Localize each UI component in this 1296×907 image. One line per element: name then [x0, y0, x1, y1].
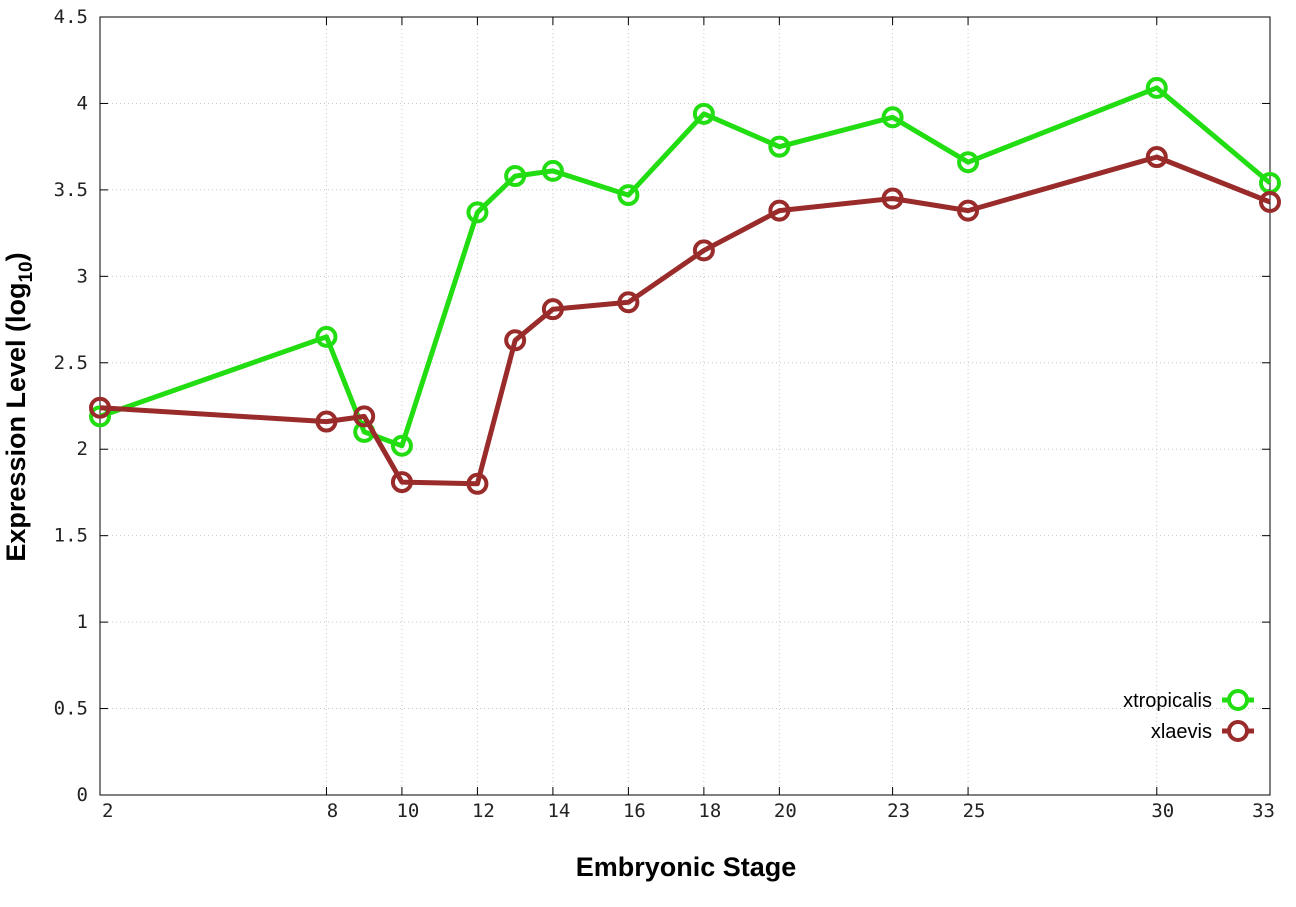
x-tick-label: 23: [887, 800, 910, 822]
data-point-xtropicalis: [504, 165, 527, 188]
y-tick-label: 0: [77, 784, 88, 806]
y-tick-label: 3.5: [54, 179, 88, 201]
data-point-xlaevis: [692, 239, 715, 262]
x-tick-label: 10: [396, 800, 419, 822]
legend-swatch-marker: [1227, 720, 1249, 742]
y-axis-title-suffix: ): [1, 252, 31, 261]
data-point-xtropicalis: [692, 102, 715, 125]
x-tick-label: 14: [547, 800, 570, 822]
y-tick-label: 2: [77, 438, 88, 460]
x-tick-label: 8: [327, 800, 338, 822]
series-line-xlaevis: [99, 154, 1271, 487]
legend-item-xtropicalis: xtropicalis: [1123, 689, 1254, 712]
data-point-xlaevis: [541, 298, 564, 321]
axis-ticks: 0 0.5 1 1.5 2 2.5 3 3.5 4 4.5 2 8 10 12 14 16 18 20 23 25 30…: [54, 6, 1275, 822]
y-tick-label: 2.5: [54, 352, 88, 374]
data-point-xlaevis: [390, 471, 413, 494]
data-point-xtropicalis: [315, 325, 338, 348]
data-point-xtropicalis: [1145, 76, 1168, 99]
y-tick-label: 0.5: [54, 698, 88, 720]
x-tick-label: 25: [963, 800, 986, 822]
legend-label: xtropicalis: [1123, 690, 1212, 712]
legend-swatch-marker: [1227, 689, 1249, 711]
y-axis-title-subscript: 10: [16, 261, 37, 282]
x-tick-label: 18: [698, 800, 721, 822]
y-tick-label: 1.5: [54, 525, 88, 547]
series-xlaevis: [89, 146, 1281, 495]
data-point-xlaevis: [466, 472, 489, 495]
data-point-xlaevis: [353, 405, 376, 428]
data-point-xtropicalis: [89, 405, 111, 428]
series: [89, 76, 1281, 495]
legend: xtropicalis xlaevis: [1123, 689, 1254, 743]
data-point-xtropicalis: [466, 201, 489, 224]
y-tick-label: 3: [77, 265, 88, 287]
data-point-xtropicalis: [541, 159, 564, 182]
series-line-xtropicalis: [99, 85, 1272, 449]
y-tick-label: 4: [77, 92, 88, 114]
grid: [100, 17, 1270, 795]
x-tick-label: 16: [623, 800, 646, 822]
data-point-xlaevis: [89, 396, 111, 419]
y-tick-label: 4.5: [54, 6, 88, 28]
data-point-xtropicalis: [390, 434, 413, 457]
y-axis-title: Expression Level (log10): [1, 252, 37, 561]
data-point-xtropicalis: [957, 151, 980, 174]
data-point-xlaevis: [1259, 190, 1281, 213]
data-point-xtropicalis: [768, 135, 791, 158]
y-tick-label: 1: [77, 611, 88, 633]
legend-label: xlaevis: [1151, 721, 1212, 743]
data-point-xlaevis: [1145, 146, 1168, 169]
x-tick-label: 30: [1151, 800, 1174, 822]
data-point-xtropicalis: [881, 106, 904, 129]
legend-item-xlaevis: xlaevis: [1151, 720, 1254, 743]
data-point-xlaevis: [617, 291, 640, 314]
x-axis-title: Embryonic Stage: [576, 852, 797, 882]
x-tick-label: 2: [102, 800, 113, 822]
data-point-xlaevis: [315, 410, 338, 433]
y-axis-title-main: Expression Level (log: [1, 283, 31, 562]
x-tick-label: 33: [1252, 800, 1275, 822]
series-xtropicalis: [89, 76, 1281, 457]
data-point-xlaevis: [881, 187, 904, 210]
data-point-xtropicalis: [617, 184, 640, 207]
x-tick-label: 20: [774, 800, 797, 822]
data-point-xlaevis: [504, 329, 527, 352]
data-point-xlaevis: [957, 199, 980, 222]
x-tick-label: 12: [472, 800, 495, 822]
data-point-xlaevis: [768, 199, 791, 222]
